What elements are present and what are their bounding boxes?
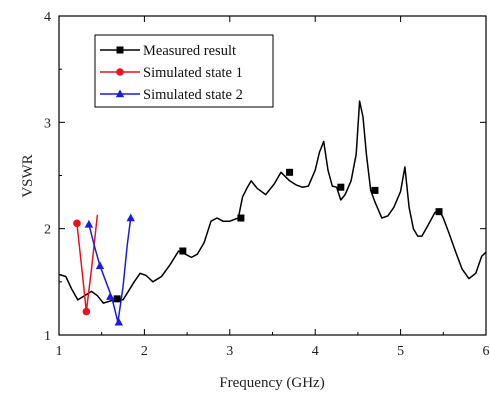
- x-tick-label: 6: [483, 344, 490, 359]
- simulated-2-marker: [114, 317, 123, 326]
- axis-tick-labels: 1 2 3 4 5 6 1 2 3 4: [44, 10, 490, 359]
- y-tick-label: 3: [44, 116, 51, 131]
- legend-swatch-marker: [116, 68, 124, 76]
- legend-swatch-marker: [115, 89, 125, 98]
- simulated-1-marker: [82, 307, 91, 316]
- y-tick-label: 4: [44, 10, 51, 25]
- measured-marker: [113, 295, 121, 303]
- measured-line: [58, 100, 487, 304]
- simulated-2-marker: [106, 292, 115, 300]
- series-lines: [58, 100, 487, 323]
- legend: Measured result Simulated state 1 Simula…: [94, 34, 274, 108]
- legend-label-simulated-2: Simulated state 2: [143, 87, 243, 103]
- measured-marker: [179, 247, 187, 255]
- simulated-2-marker: [95, 261, 105, 270]
- x-tick-label: 3: [226, 344, 233, 359]
- series-markers: [73, 168, 443, 326]
- measured-marker: [286, 168, 294, 176]
- y-tick-label: 1: [44, 329, 51, 344]
- legend-box: [94, 34, 274, 108]
- simulated-1-line: [76, 214, 99, 313]
- x-tick-label: 4: [312, 344, 319, 359]
- x-tick-label: 5: [397, 344, 404, 359]
- measured-marker: [371, 186, 379, 194]
- measured-marker: [337, 183, 345, 191]
- legend-items: Measured result Simulated state 1 Simula…: [100, 43, 243, 103]
- simulated-1-marker: [73, 219, 81, 228]
- measured-marker: [435, 208, 443, 216]
- simulated-2-marker: [84, 219, 94, 228]
- legend-label-simulated-1: Simulated state 1: [143, 65, 243, 81]
- y-tick-label: 2: [44, 223, 51, 238]
- axis-ticks: [58, 15, 487, 336]
- legend-label-measured: Measured result: [143, 43, 236, 59]
- legend-swatch-marker: [116, 46, 124, 54]
- y-axis-title: VSWR: [20, 154, 36, 197]
- measured-marker: [237, 214, 245, 222]
- x-axis-title: Frequency (GHz): [219, 375, 324, 391]
- x-tick-label: 2: [141, 344, 148, 359]
- x-tick-label: 1: [56, 344, 63, 359]
- simulated-2-marker: [126, 213, 135, 222]
